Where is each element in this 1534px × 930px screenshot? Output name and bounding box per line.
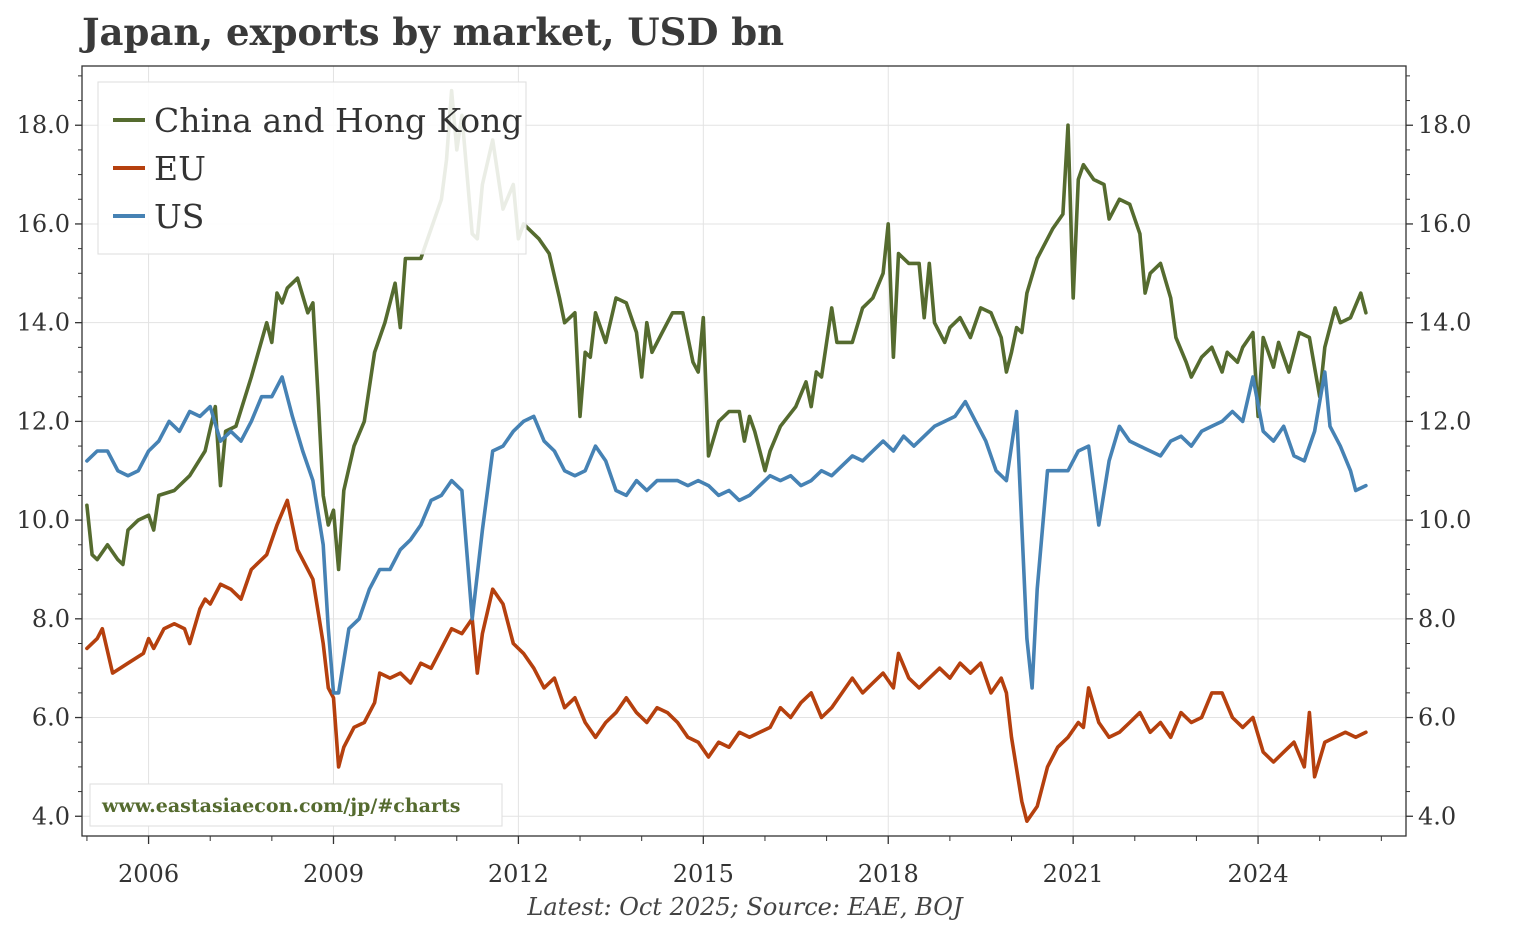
y-tick-label-left: 18.0 — [17, 111, 70, 139]
y-tick-label-left: 6.0 — [32, 704, 70, 732]
x-tick-label: 2009 — [303, 860, 364, 888]
x-tick-label: 2006 — [118, 860, 179, 888]
y-tick-label-right: 18.0 — [1418, 111, 1471, 139]
y-tick-label-right: 6.0 — [1418, 704, 1456, 732]
y-tick-label-right: 14.0 — [1418, 309, 1471, 337]
plot-frame — [81, 65, 1407, 837]
y-tick-label-right: 4.0 — [1418, 802, 1456, 830]
legend-box — [97, 81, 527, 255]
y-tick-label-right: 8.0 — [1418, 605, 1456, 633]
y-tick-label-left: 12.0 — [17, 407, 70, 435]
y-tick-label-left: 10.0 — [17, 506, 70, 534]
y-tick-label-left: 4.0 — [32, 802, 70, 830]
y-tick-label-right: 10.0 — [1418, 506, 1471, 534]
series-line-eu — [85, 498, 1368, 824]
y-tick-label-left: 14.0 — [17, 309, 70, 337]
y-tick-label-right: 12.0 — [1418, 407, 1471, 435]
y-tick-label-left: 16.0 — [17, 210, 70, 238]
series-line-china-and-hong-kong — [85, 88, 1368, 572]
x-tick-label: 2021 — [1043, 860, 1104, 888]
x-tick-label: 2024 — [1228, 860, 1289, 888]
watermark: www.eastasiaecon.com/jp/#charts — [89, 783, 503, 827]
series-lines — [85, 88, 1368, 824]
series-line-us — [85, 370, 1368, 695]
legend-label-us: US — [154, 197, 204, 236]
axes: 4.0 4.0 6.0 6.0 8.0 8.0 10.0 10.0 12.0 12.0 14.0 14… — [17, 75, 1471, 888]
x-tick-label: 2012 — [488, 860, 549, 888]
legend-label-china-and-hong-kong: China and Hong Kong — [154, 101, 523, 140]
x-tick-label: 2018 — [858, 860, 919, 888]
watermark-text: www.eastasiaecon.com/jp/#charts — [101, 795, 460, 817]
legend-label-eu: EU — [154, 149, 206, 188]
y-tick-label-right: 16.0 — [1418, 210, 1471, 238]
x-tick-label: 2015 — [673, 860, 734, 888]
chart-title: Japan, exports by market, USD bn — [82, 10, 785, 54]
legend: China and Hong Kong EU US — [97, 81, 527, 255]
chart-footer: Latest: Oct 2025; Source: EAE, BOJ — [527, 893, 963, 921]
y-tick-label-left: 8.0 — [32, 605, 70, 633]
watermark-box — [89, 783, 503, 827]
